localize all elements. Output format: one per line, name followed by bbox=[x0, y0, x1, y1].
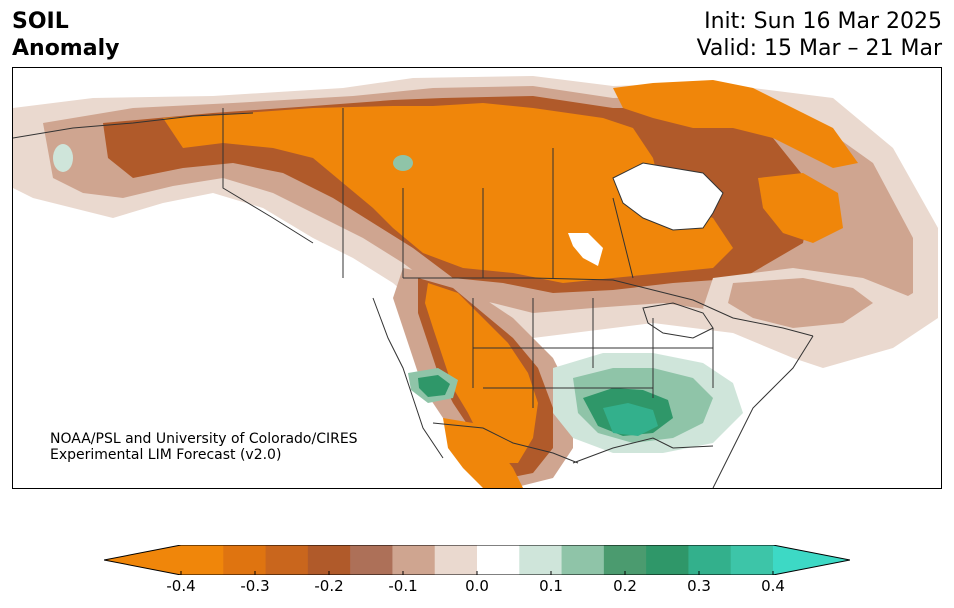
hudson-bay bbox=[613, 163, 723, 230]
strong-dry-region-arctic bbox=[613, 80, 858, 168]
colorbar-bin bbox=[603, 545, 647, 575]
colorbar-bin bbox=[730, 545, 774, 575]
title-line-1: SOIL bbox=[12, 9, 69, 34]
province-borders bbox=[342, 108, 634, 279]
colorbar-high-extend bbox=[773, 545, 850, 575]
coastline-west bbox=[13, 112, 444, 459]
colorbar-bin bbox=[223, 545, 267, 575]
colorbar-tick-label: -0.4 bbox=[166, 577, 196, 595]
colorbar-bin bbox=[688, 545, 732, 575]
light-dry-region-east bbox=[728, 278, 873, 328]
lake-patch bbox=[568, 233, 603, 266]
anomaly-map: NOAA/PSL and University of Colorado/CIRE… bbox=[12, 67, 942, 489]
title-line-2: Anomaly bbox=[12, 36, 120, 61]
wet-spot-north bbox=[393, 155, 413, 171]
colorbar-tick-label: 0.1 bbox=[539, 577, 563, 595]
colorbar-bin bbox=[434, 545, 478, 575]
colorbar-bin bbox=[392, 545, 436, 575]
colorbar-bin bbox=[265, 545, 309, 575]
credit-text: NOAA/PSL and University of Colorado/CIRE… bbox=[50, 431, 358, 463]
strong-dry-region-labrador bbox=[758, 173, 843, 243]
coastline-east bbox=[572, 335, 814, 488]
colorbar-tick-label: -0.1 bbox=[388, 577, 418, 595]
colorbar-bin bbox=[181, 545, 224, 575]
map-canvas bbox=[13, 76, 938, 488]
colorbar-tick-label: 0.4 bbox=[761, 577, 785, 595]
credit-line-2: Experimental LIM Forecast (v2.0) bbox=[50, 447, 282, 463]
init-date: Init: Sun 16 Mar 2025 bbox=[704, 9, 942, 34]
great-lakes bbox=[642, 302, 714, 339]
strong-dry-region-rockies bbox=[425, 283, 538, 463]
colorbar-tick-label: -0.2 bbox=[314, 577, 344, 595]
colorbar-low-extend bbox=[104, 545, 181, 575]
canada-us-border bbox=[403, 277, 814, 337]
strong-wet-region-gulf bbox=[603, 403, 658, 436]
wet-region-west bbox=[418, 375, 450, 397]
colorbar-bin bbox=[519, 545, 563, 575]
colorbar-bin bbox=[307, 545, 351, 575]
colorbar-tick-label: 0.0 bbox=[465, 577, 489, 595]
colorbar-bin bbox=[646, 545, 689, 575]
hudson-bay-coast bbox=[612, 162, 724, 231]
credit-line-1: NOAA/PSL and University of Colorado/CIRE… bbox=[50, 431, 358, 447]
state-borders bbox=[472, 298, 714, 408]
us-mexico-border bbox=[432, 422, 579, 464]
map-title: SOIL Anomaly bbox=[12, 8, 119, 62]
colorbar-tick-label: 0.3 bbox=[687, 577, 711, 595]
valid-date: Valid: 15 Mar – 21 Mar bbox=[696, 36, 942, 61]
alaska-border bbox=[222, 108, 314, 244]
colorbar-bin bbox=[350, 545, 393, 575]
colorbar-bin bbox=[477, 545, 520, 575]
strong-dry-region-mexico bbox=[443, 418, 523, 488]
political-borders bbox=[13, 108, 814, 488]
colorbar bbox=[104, 545, 850, 575]
forecast-dates: Init: Sun 16 Mar 2025 Valid: 15 Mar – 21… bbox=[697, 8, 942, 62]
colorbar-tick-label: -0.3 bbox=[240, 577, 270, 595]
colorbar-tick-label: 0.2 bbox=[613, 577, 637, 595]
colorbar-bin bbox=[561, 545, 605, 575]
wet-spot-alaska bbox=[53, 144, 73, 172]
